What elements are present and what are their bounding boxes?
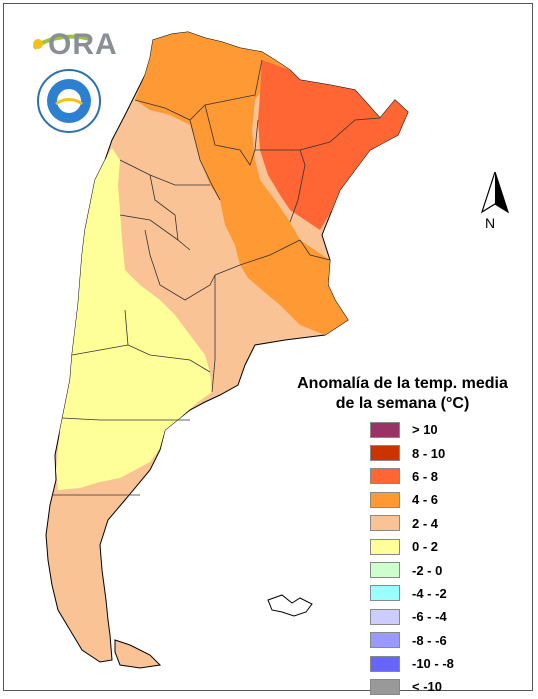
legend-title-line2: de la semana (°C) bbox=[335, 395, 470, 412]
north-arrow-icon bbox=[480, 172, 510, 214]
legend-swatch bbox=[370, 445, 400, 462]
legend-label: -6 - -4 bbox=[412, 609, 447, 625]
legend-item: -6 - -4 bbox=[370, 605, 454, 628]
legend-item: -8 - -6 bbox=[370, 629, 454, 652]
region-6-8 bbox=[258, 60, 408, 230]
legend-item: 4 - 6 bbox=[370, 488, 454, 511]
legend-item: -2 - 0 bbox=[370, 558, 454, 581]
legend-swatch bbox=[370, 632, 400, 649]
legend-swatch bbox=[370, 585, 400, 602]
region-0-2 bbox=[56, 148, 212, 490]
legend-label: -2 - 0 bbox=[412, 562, 443, 578]
legend-label: 8 - 10 bbox=[412, 445, 446, 461]
legend-item: -4 - -2 bbox=[370, 582, 454, 605]
province-boundaries bbox=[52, 59, 381, 496]
north-label: N bbox=[485, 215, 496, 231]
tierra-del-fuego bbox=[114, 639, 162, 669]
legend-label: 0 - 2 bbox=[412, 539, 439, 555]
legend-label: 6 - 8 bbox=[412, 468, 439, 484]
legend-swatch bbox=[370, 562, 400, 579]
legend-label: -10 - -8 bbox=[412, 656, 454, 672]
legend-swatch bbox=[370, 678, 400, 695]
legend: > 10 8 - 10 6 - 8 4 - 6 2 - 4 0 - 2 -2 - 0 -4 -… bbox=[370, 418, 454, 699]
legend-label: < -10 bbox=[412, 679, 442, 695]
legend-swatch bbox=[370, 655, 400, 672]
legend-item: < -10 bbox=[370, 675, 454, 698]
malvinas-islands bbox=[267, 594, 313, 617]
legend-item: 2 - 4 bbox=[370, 512, 454, 535]
legend-label: > 10 bbox=[412, 422, 438, 438]
region-4-6-north bbox=[135, 32, 348, 335]
legend-swatch bbox=[370, 421, 400, 438]
legend-swatch bbox=[370, 491, 400, 508]
legend-item: > 10 bbox=[370, 418, 454, 441]
legend-swatch bbox=[370, 468, 400, 485]
ora-logo-text: ORA bbox=[48, 28, 118, 61]
legend-swatch bbox=[370, 538, 400, 555]
legend-label: 2 - 4 bbox=[412, 515, 439, 531]
smn-seal-icon bbox=[37, 69, 101, 133]
legend-label: -4 - -2 bbox=[412, 585, 447, 601]
legend-title-line1: Anomalía de la temp. media bbox=[297, 375, 508, 392]
legend-item: 0 - 2 bbox=[370, 535, 454, 558]
legend-title: Anomalía de la temp. media de la semana … bbox=[290, 374, 515, 414]
legend-swatch bbox=[370, 515, 400, 532]
legend-item: -10 - -8 bbox=[370, 652, 454, 675]
legend-label: 4 - 6 bbox=[412, 492, 439, 508]
ora-logo: ORA bbox=[30, 26, 117, 66]
legend-item: 8 - 10 bbox=[370, 441, 454, 464]
legend-swatch bbox=[370, 608, 400, 625]
legend-label: -8 - -6 bbox=[412, 632, 447, 648]
legend-item: 6 - 8 bbox=[370, 465, 454, 488]
